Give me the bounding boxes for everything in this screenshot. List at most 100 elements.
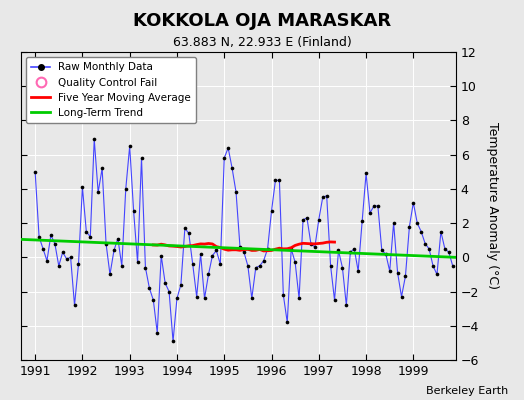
Point <box>381 251 390 257</box>
Point <box>299 216 307 223</box>
Point <box>62 256 71 262</box>
Point <box>129 208 138 214</box>
Point <box>350 246 358 252</box>
Point <box>370 203 378 209</box>
Point <box>31 168 39 175</box>
Text: 63.883 N, 22.933 E (Finland): 63.883 N, 22.933 E (Finland) <box>172 36 352 49</box>
Point <box>74 261 83 267</box>
Point <box>67 254 75 260</box>
Point <box>346 249 355 256</box>
Point <box>35 234 43 240</box>
Point <box>279 292 288 298</box>
Point <box>240 249 248 256</box>
Point <box>389 220 398 226</box>
Point <box>161 280 169 286</box>
Point <box>47 232 55 238</box>
Point <box>421 240 429 247</box>
Point <box>51 240 59 247</box>
Point <box>307 240 315 247</box>
Point <box>54 263 63 269</box>
Point <box>232 189 240 196</box>
Point <box>444 249 453 256</box>
Point <box>236 244 244 250</box>
Point <box>208 252 216 259</box>
Point <box>271 177 280 184</box>
Point <box>126 143 134 149</box>
Point <box>248 295 256 302</box>
Point <box>429 263 437 269</box>
Point <box>303 215 311 221</box>
Point <box>326 263 335 269</box>
Point <box>177 282 185 288</box>
Point <box>311 244 319 250</box>
Point <box>334 247 343 254</box>
Point <box>181 225 189 232</box>
Point <box>200 295 209 302</box>
Point <box>319 194 327 201</box>
Point <box>330 297 339 303</box>
Point <box>386 268 394 274</box>
Point <box>244 263 252 269</box>
Y-axis label: Temperature Anomaly (°C): Temperature Anomaly (°C) <box>486 122 498 290</box>
Point <box>256 263 264 269</box>
Point <box>114 235 122 242</box>
Point <box>394 270 402 276</box>
Point <box>354 268 363 274</box>
Point <box>436 228 445 235</box>
Point <box>314 216 323 223</box>
Point <box>259 258 268 264</box>
Point <box>59 249 67 256</box>
Point <box>358 218 366 225</box>
Point <box>102 240 110 247</box>
Point <box>165 288 173 295</box>
Point <box>90 136 99 142</box>
Point <box>141 264 150 271</box>
Point <box>283 319 291 326</box>
Point <box>157 252 166 259</box>
Point <box>409 199 418 206</box>
Point <box>184 230 193 236</box>
Text: KOKKOLA OJA MARASKAR: KOKKOLA OJA MARASKAR <box>133 12 391 30</box>
Point <box>98 165 106 172</box>
Point <box>441 246 449 252</box>
Point <box>291 259 299 266</box>
Point <box>173 295 181 302</box>
Point <box>413 220 421 226</box>
Point <box>110 247 118 254</box>
Point <box>106 271 114 278</box>
Point <box>287 246 296 252</box>
Point <box>338 264 346 271</box>
Point <box>145 285 154 291</box>
Point <box>405 223 413 230</box>
Point <box>342 302 351 308</box>
Point <box>204 271 213 278</box>
Point <box>212 247 221 254</box>
Point <box>267 208 276 214</box>
Point <box>78 184 86 190</box>
Point <box>137 155 146 161</box>
Point <box>94 189 102 196</box>
Point <box>39 246 47 252</box>
Point <box>43 258 51 264</box>
Point <box>216 261 224 267</box>
Point <box>86 234 94 240</box>
Point <box>417 228 425 235</box>
Point <box>122 186 130 192</box>
Point <box>433 271 441 278</box>
Point <box>449 263 457 269</box>
Point <box>264 246 272 252</box>
Point <box>196 251 205 257</box>
Point <box>252 264 260 271</box>
Point <box>425 246 433 252</box>
Point <box>220 155 228 161</box>
Point <box>189 261 197 267</box>
Point <box>153 330 161 336</box>
Legend: Raw Monthly Data, Quality Control Fail, Five Year Moving Average, Long-Term Tren: Raw Monthly Data, Quality Control Fail, … <box>26 57 196 123</box>
Point <box>169 338 177 344</box>
Point <box>228 165 236 172</box>
Point <box>362 170 370 177</box>
Point <box>295 295 303 302</box>
Point <box>374 203 382 209</box>
Point <box>224 145 232 151</box>
Point <box>397 294 406 300</box>
